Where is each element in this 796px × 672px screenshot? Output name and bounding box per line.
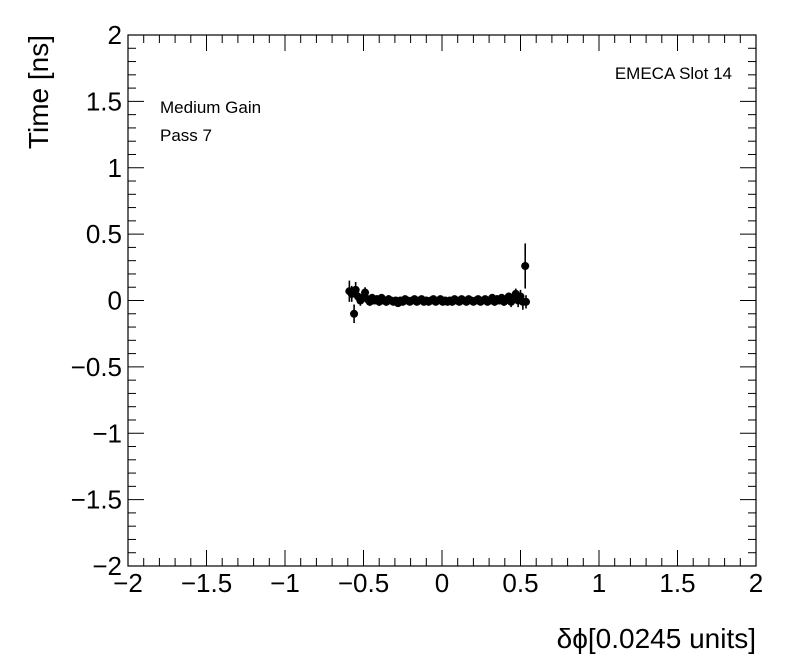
marker (521, 261, 530, 270)
y-tick-label: −2 (92, 551, 122, 581)
x-tick-label: 2 (749, 568, 763, 598)
x-tick-label: −0.5 (338, 568, 389, 598)
data-point (350, 304, 359, 324)
data-points (345, 243, 530, 324)
y-axis-tick-labels: −2 −1.5 −1 −0.5 0 0.5 1 1.5 2 (71, 20, 122, 581)
gain-label: Medium Gain (160, 98, 261, 117)
slot-label: EMECA Slot 14 (615, 64, 732, 83)
x-tick-label: 1.5 (659, 568, 695, 598)
x-tick-label: −1 (270, 568, 300, 598)
pass-label: Pass 7 (160, 126, 212, 145)
y-tick-label: 1.5 (86, 86, 122, 116)
y-tick-label: 2 (108, 20, 122, 50)
x-tick-label: −1.5 (181, 568, 232, 598)
marker (521, 297, 530, 306)
y-tick-label: 0.5 (86, 219, 122, 249)
y-tick-label: −1 (92, 418, 122, 448)
x-tick-label: 1 (592, 568, 606, 598)
data-point (521, 295, 530, 309)
x-axis-tick-labels: −2 −1.5 −1 −0.5 0 0.5 1 1.5 2 (113, 568, 763, 598)
data-point (347, 285, 356, 302)
marker (350, 309, 359, 318)
y-tick-label: −0.5 (71, 352, 122, 382)
y-tick-label: 0 (108, 286, 122, 316)
x-axis-title: δϕ[0.0245 units] (557, 623, 756, 654)
x-tick-label: 0.5 (502, 568, 538, 598)
axis-ticks (127, 34, 757, 567)
y-tick-label: 1 (108, 153, 122, 183)
data-point (521, 243, 530, 289)
y-tick-label: −1.5 (71, 485, 122, 515)
x-tick-label: −2 (113, 568, 143, 598)
marker (361, 288, 370, 297)
x-tick-label: 0 (435, 568, 449, 598)
y-axis-title: Time [ns] (23, 35, 54, 149)
